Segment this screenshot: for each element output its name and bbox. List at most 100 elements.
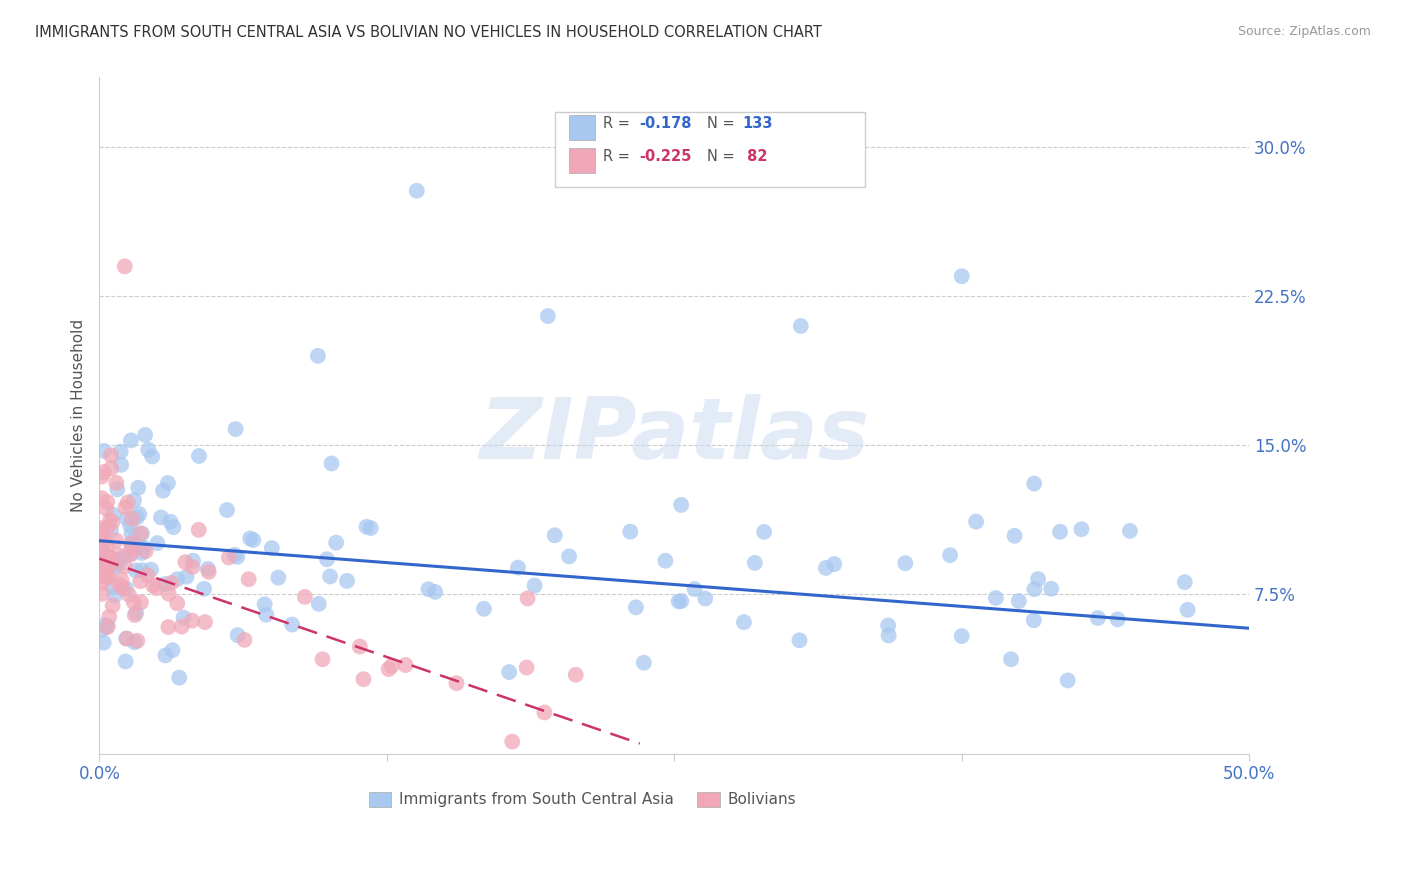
Point (349, 640, 371, 654)
Point (1087, 611, 1109, 625)
Point (97, 568, 120, 582)
Point (654, 554, 676, 568)
Point (166, 596, 188, 610)
Point (197, 565, 219, 579)
Point (669, 498, 692, 512)
Point (107, 548, 129, 562)
Point (193, 582, 215, 596)
Point (111, 581, 134, 595)
Point (129, 526, 152, 541)
Point (695, 591, 717, 606)
Point (100, 524, 122, 538)
Point (90, 623, 112, 637)
Point (103, 560, 125, 574)
Point (260, 541, 283, 555)
Point (124, 635, 146, 649)
Text: N =: N = (707, 116, 740, 130)
Point (107, 483, 129, 497)
Point (405, 184, 427, 198)
Point (671, 594, 693, 608)
Point (91, 575, 114, 590)
Point (125, 563, 148, 577)
Point (187, 523, 209, 537)
Point (218, 550, 240, 565)
Point (114, 655, 136, 669)
Point (93, 636, 115, 650)
Point (139, 563, 162, 577)
Point (127, 633, 149, 648)
Point (120, 536, 142, 550)
Point (114, 559, 136, 574)
Point (1056, 673, 1078, 688)
Point (103, 508, 125, 522)
Point (96, 538, 118, 552)
Point (90, 525, 112, 540)
Point (121, 512, 143, 526)
Point (90, 491, 112, 505)
Point (108, 552, 131, 566)
Point (97, 549, 120, 563)
Point (242, 533, 264, 547)
Legend: Immigrants from South Central Asia, Bolivians: Immigrants from South Central Asia, Boli… (363, 786, 803, 814)
Point (790, 318, 813, 333)
Point (120, 547, 142, 561)
Point (90, 541, 112, 556)
Point (129, 574, 152, 589)
Point (93, 570, 115, 584)
Point (668, 594, 690, 608)
Point (131, 563, 153, 577)
Point (965, 515, 987, 529)
Point (321, 457, 343, 471)
Point (281, 617, 304, 632)
Point (117, 495, 139, 509)
Point (160, 575, 183, 590)
Point (121, 538, 143, 552)
Point (96, 570, 118, 584)
Point (120, 434, 142, 448)
Point (96, 521, 118, 535)
Point (307, 349, 329, 363)
Point (1049, 524, 1071, 539)
Point (308, 597, 330, 611)
Point (104, 588, 127, 602)
Point (155, 648, 177, 663)
Point (146, 536, 169, 550)
Point (162, 520, 184, 534)
Point (118, 588, 141, 602)
Point (1040, 582, 1063, 596)
Point (167, 671, 190, 685)
Point (498, 665, 520, 679)
Point (253, 597, 276, 611)
Point (877, 618, 900, 632)
Point (136, 568, 159, 582)
Point (1000, 652, 1022, 666)
Point (98, 609, 121, 624)
Point (360, 521, 382, 535)
Point (96, 501, 118, 516)
Point (233, 632, 256, 647)
Point (115, 632, 138, 646)
Point (122, 493, 145, 508)
Point (91, 543, 114, 558)
Point (683, 582, 706, 596)
Point (150, 510, 173, 524)
Point (523, 578, 546, 592)
Point (90, 555, 112, 569)
Point (733, 615, 755, 630)
Point (472, 602, 495, 616)
Point (125, 510, 148, 524)
Point (90, 558, 112, 573)
Point (1177, 603, 1199, 617)
Point (1070, 522, 1092, 536)
Point (789, 633, 811, 648)
Point (181, 554, 204, 568)
Point (93, 465, 115, 479)
Point (122, 533, 145, 548)
Point (115, 582, 138, 596)
Point (894, 556, 917, 570)
Point (120, 526, 142, 541)
Point (353, 672, 375, 686)
Text: Source: ZipAtlas.com: Source: ZipAtlas.com (1237, 25, 1371, 38)
Point (316, 552, 339, 566)
Point (176, 570, 198, 584)
